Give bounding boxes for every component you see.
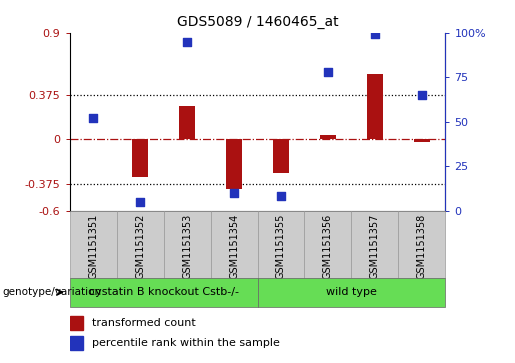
Point xyxy=(230,190,238,196)
Text: GSM1151354: GSM1151354 xyxy=(229,214,239,279)
FancyBboxPatch shape xyxy=(164,211,211,278)
FancyBboxPatch shape xyxy=(116,211,164,278)
Title: GDS5089 / 1460465_at: GDS5089 / 1460465_at xyxy=(177,15,338,29)
Text: GSM1151355: GSM1151355 xyxy=(276,214,286,279)
Point xyxy=(371,32,379,37)
Text: genotype/variation: genotype/variation xyxy=(3,287,101,297)
Bar xyxy=(414,139,430,142)
Point xyxy=(277,193,285,199)
Text: GSM1151352: GSM1151352 xyxy=(135,214,145,279)
Point xyxy=(89,115,97,121)
FancyBboxPatch shape xyxy=(70,278,258,307)
FancyBboxPatch shape xyxy=(304,211,352,278)
FancyBboxPatch shape xyxy=(211,211,258,278)
Bar xyxy=(179,106,195,139)
Text: GSM1151351: GSM1151351 xyxy=(88,214,98,279)
Text: GSM1151353: GSM1151353 xyxy=(182,214,192,279)
Text: transformed count: transformed count xyxy=(92,318,196,329)
Bar xyxy=(320,135,336,139)
Point xyxy=(324,69,332,75)
Bar xyxy=(70,316,83,330)
Bar xyxy=(70,336,83,350)
FancyBboxPatch shape xyxy=(70,211,116,278)
FancyBboxPatch shape xyxy=(258,278,445,307)
Text: percentile rank within the sample: percentile rank within the sample xyxy=(92,338,280,348)
FancyBboxPatch shape xyxy=(399,211,445,278)
Bar xyxy=(226,139,242,189)
Point xyxy=(418,92,426,98)
Text: cystatin B knockout Cstb-/-: cystatin B knockout Cstb-/- xyxy=(89,287,238,297)
Bar xyxy=(273,139,289,172)
Text: GSM1151357: GSM1151357 xyxy=(370,214,380,279)
Text: GSM1151358: GSM1151358 xyxy=(417,214,427,279)
FancyBboxPatch shape xyxy=(258,211,304,278)
Bar xyxy=(132,139,148,178)
Text: GSM1151356: GSM1151356 xyxy=(323,214,333,279)
FancyBboxPatch shape xyxy=(352,211,399,278)
Point xyxy=(183,38,191,44)
Text: wild type: wild type xyxy=(326,287,377,297)
Point xyxy=(136,199,144,205)
Bar xyxy=(367,74,383,139)
